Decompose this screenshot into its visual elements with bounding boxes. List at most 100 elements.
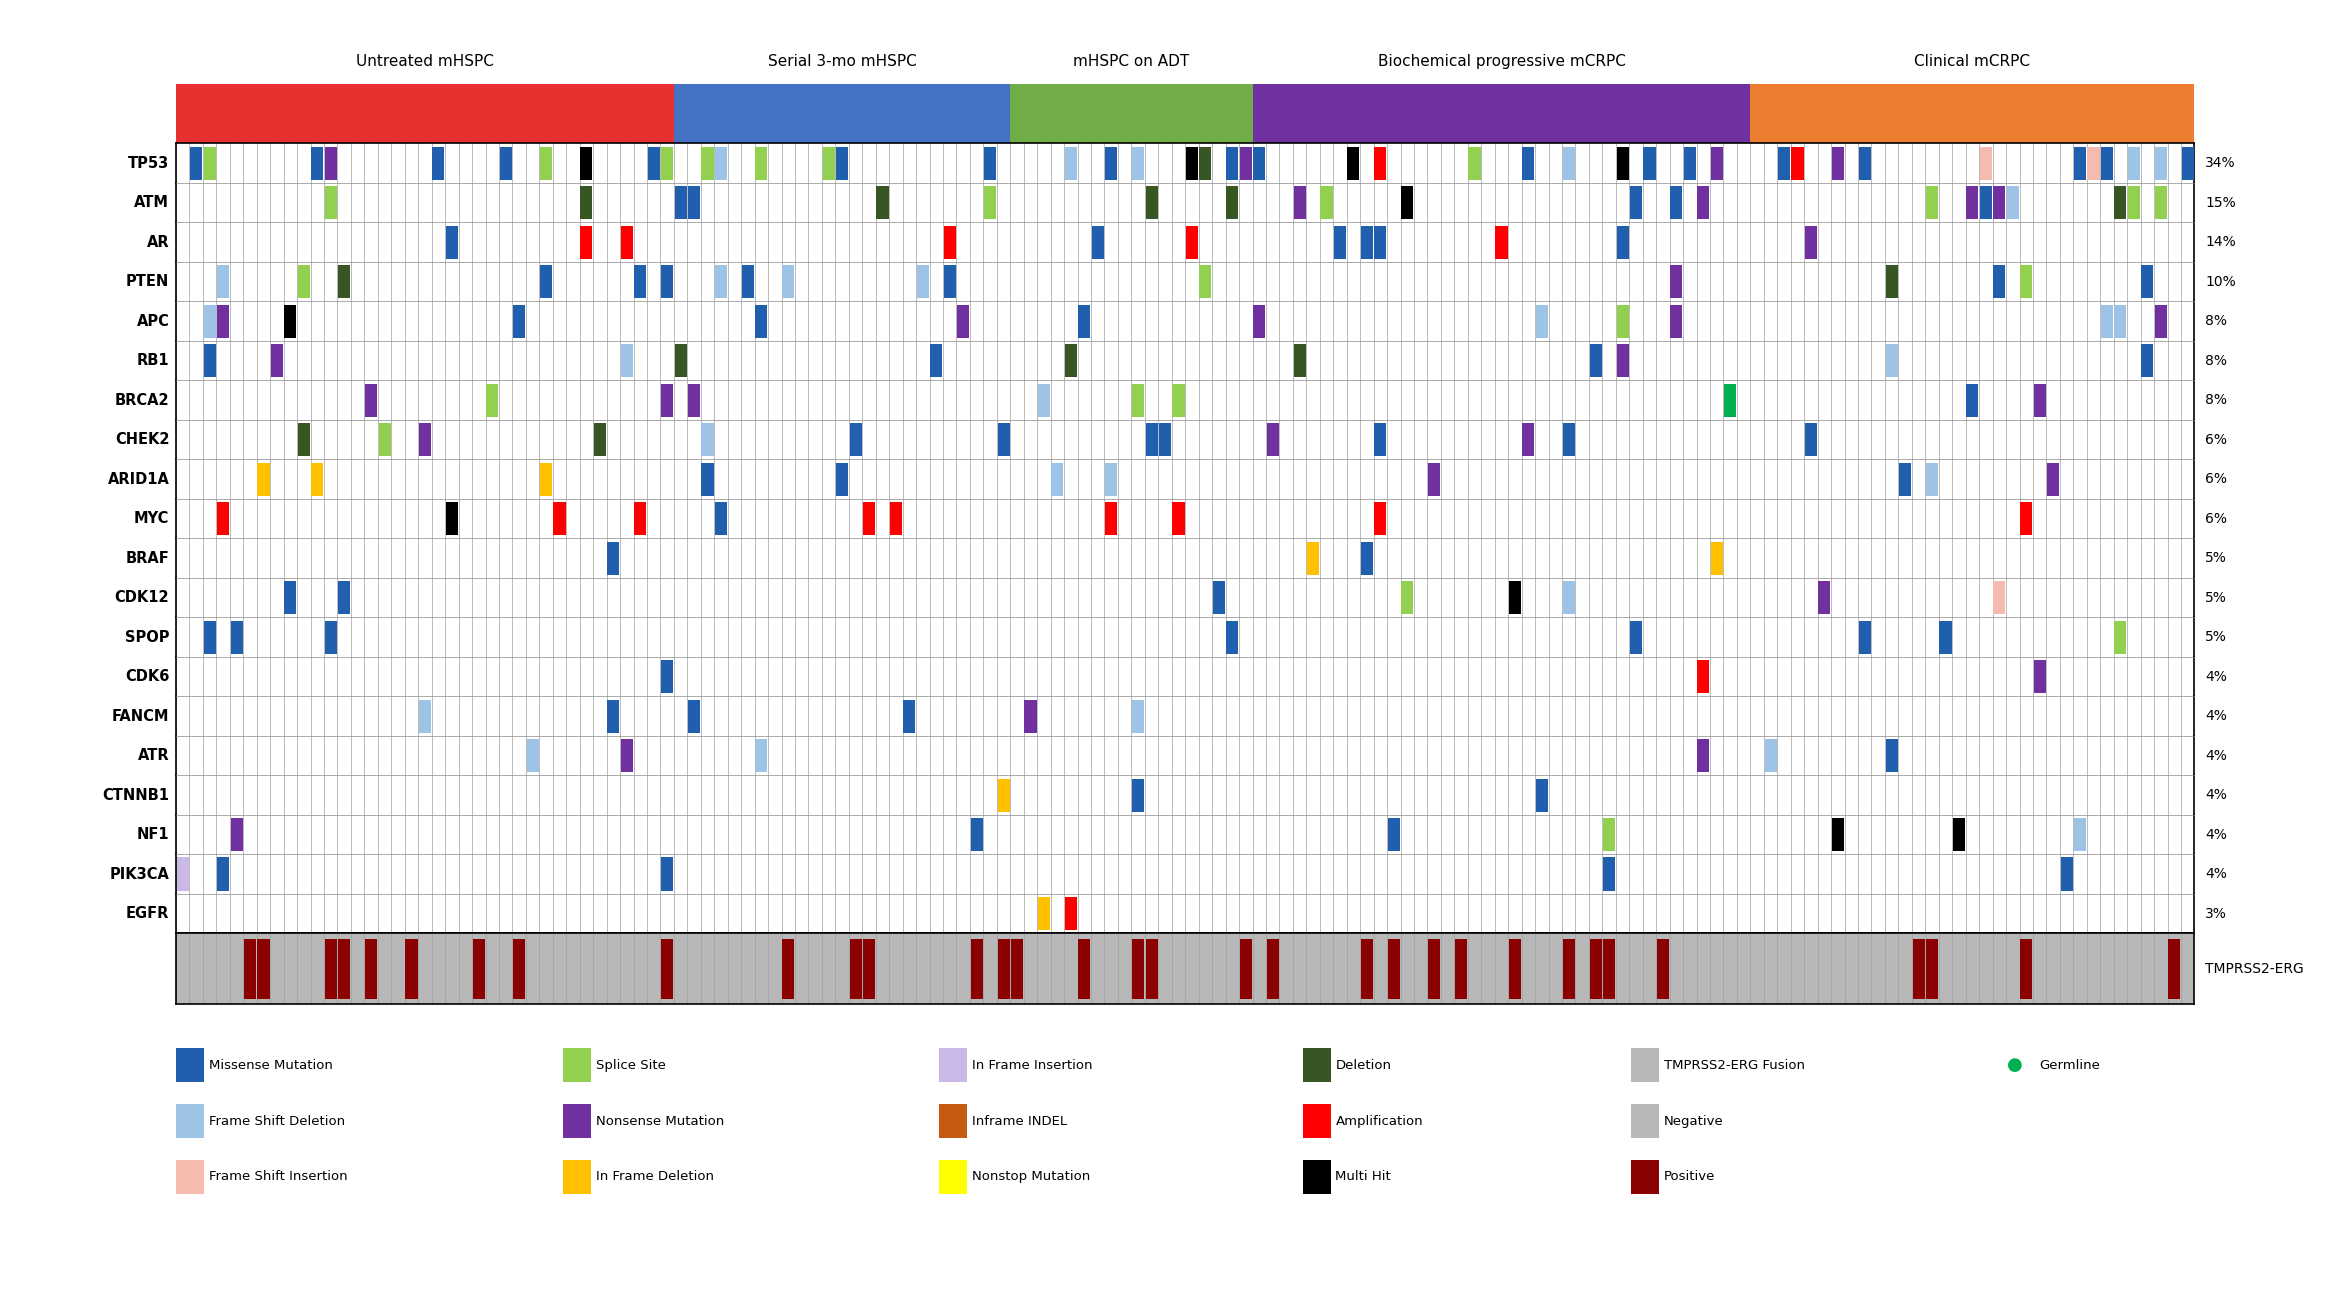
Bar [850, 940, 861, 999]
Bar [1779, 146, 1791, 180]
Text: 5%: 5% [2206, 630, 2227, 644]
Bar [1321, 187, 1333, 219]
Bar [324, 187, 338, 219]
Bar [378, 422, 390, 456]
Bar [1927, 940, 1939, 999]
Bar [983, 187, 995, 219]
Bar [2075, 146, 2086, 180]
Bar [1293, 187, 1305, 219]
Bar [702, 463, 713, 496]
Text: ATM: ATM [134, 196, 169, 210]
Text: 10%: 10% [2206, 275, 2237, 289]
Bar [1981, 146, 1993, 180]
Bar [1643, 146, 1655, 180]
Bar [216, 305, 230, 338]
Bar [2129, 187, 2140, 219]
Bar [1239, 146, 1251, 180]
Bar [258, 940, 270, 999]
Bar [1375, 422, 1387, 456]
Text: Clinical mCRPC: Clinical mCRPC [1915, 54, 2030, 70]
Bar [662, 940, 674, 999]
Text: 6%: 6% [2206, 433, 2227, 447]
Bar [997, 779, 1009, 811]
Bar [580, 226, 591, 259]
Bar [688, 700, 699, 732]
Bar [2075, 818, 2086, 851]
Bar [1993, 581, 2004, 614]
Bar [1831, 146, 1845, 180]
Bar [634, 502, 645, 535]
Bar [1967, 384, 1979, 417]
Bar [446, 502, 458, 535]
Bar [270, 345, 284, 377]
Text: 6%: 6% [2206, 472, 2227, 486]
Bar [1145, 940, 1157, 999]
Bar [298, 422, 310, 456]
Bar [1199, 266, 1211, 298]
Bar [2086, 146, 2101, 180]
Bar [972, 818, 983, 851]
Bar [1523, 146, 1535, 180]
Text: 4%: 4% [2206, 828, 2227, 841]
Bar [514, 940, 526, 999]
Bar [554, 502, 566, 535]
Bar [418, 422, 432, 456]
Bar [1697, 660, 1709, 693]
Text: NF1: NF1 [136, 827, 169, 842]
Bar [1009, 84, 1253, 144]
Bar [836, 463, 847, 496]
Bar [1967, 187, 1979, 219]
Bar [1657, 940, 1669, 999]
Bar [1131, 146, 1145, 180]
Bar [674, 345, 688, 377]
Text: 34%: 34% [2206, 157, 2237, 170]
Bar [1523, 422, 1535, 456]
Text: 8%: 8% [2206, 354, 2227, 368]
Text: In Frame Deletion: In Frame Deletion [596, 1170, 713, 1183]
Bar [943, 266, 955, 298]
Bar [1993, 266, 2004, 298]
Bar [1023, 700, 1037, 732]
Bar [312, 463, 324, 496]
Bar [875, 187, 890, 219]
Bar [972, 940, 983, 999]
Bar [929, 345, 943, 377]
Bar [662, 660, 674, 693]
Bar [258, 463, 270, 496]
Bar [1145, 422, 1157, 456]
Bar [1375, 226, 1387, 259]
Bar [1831, 818, 1845, 851]
Text: 5%: 5% [2206, 591, 2227, 605]
Bar [1899, 463, 1910, 496]
Text: 4%: 4% [2206, 867, 2227, 881]
Bar [1927, 463, 1939, 496]
Text: Biochemical progressive mCRPC: Biochemical progressive mCRPC [1378, 54, 1626, 70]
Bar [716, 146, 728, 180]
Text: In Frame Insertion: In Frame Insertion [972, 1059, 1091, 1072]
Bar [338, 940, 350, 999]
Bar [2115, 305, 2126, 338]
Bar [1225, 146, 1239, 180]
Bar [324, 621, 338, 653]
Bar [1077, 305, 1091, 338]
Bar [782, 266, 793, 298]
Bar [1913, 940, 1925, 999]
Bar [1629, 621, 1643, 653]
Bar [983, 146, 995, 180]
Bar [2047, 463, 2058, 496]
Bar [216, 266, 230, 298]
Text: Serial 3-mo mHSPC: Serial 3-mo mHSPC [767, 54, 915, 70]
Bar [230, 621, 242, 653]
Bar [2155, 305, 2166, 338]
Bar [1387, 940, 1399, 999]
Bar [1953, 818, 1964, 851]
Bar [1711, 146, 1723, 180]
Bar [1105, 146, 1117, 180]
Text: TMPRSS2-ERG Fusion: TMPRSS2-ERG Fusion [1664, 1059, 1805, 1072]
Bar [1174, 502, 1185, 535]
Bar [1131, 940, 1145, 999]
Bar [1791, 146, 1802, 180]
Text: CDK12: CDK12 [115, 590, 169, 605]
Bar [1253, 84, 1751, 144]
Bar [2155, 146, 2166, 180]
